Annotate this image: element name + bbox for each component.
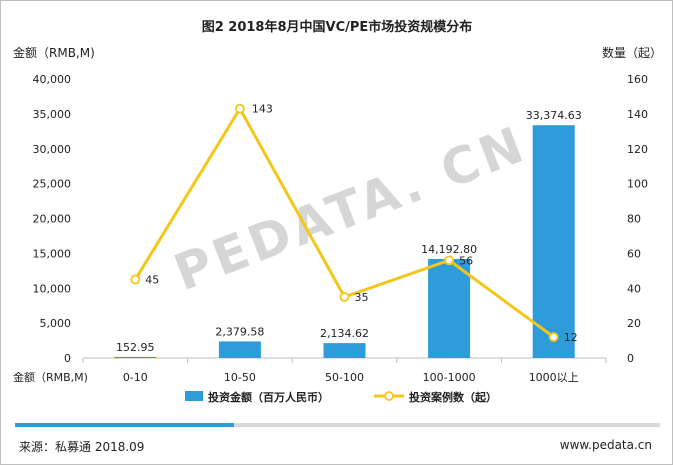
y-right-tick-label: 160 xyxy=(627,73,648,86)
y-right-axis-title: 数量（起） xyxy=(602,45,662,60)
y-right-tick-label: 20 xyxy=(627,317,641,330)
y-right-tick-label: 140 xyxy=(627,108,648,121)
bar-data-label: 2,379.58 xyxy=(215,325,264,338)
chart-title: 图2 2018年8月中国VC/PE市场投资规模分布 xyxy=(202,19,473,35)
legend-line-label: 投资案例数（起） xyxy=(409,390,497,404)
watermark: PEDATA. CN xyxy=(167,115,535,302)
line-data-label: 56 xyxy=(459,254,473,267)
line-data-label: 143 xyxy=(252,103,273,116)
bar-data-label: 2,134.62 xyxy=(320,327,369,340)
progress-fill xyxy=(15,423,235,427)
line-data-label: 35 xyxy=(355,291,369,304)
y-left-tick-label: 10,000 xyxy=(33,282,72,295)
y-left-axis-title: 金额（RMB,M) xyxy=(13,45,95,60)
y-left-tick-label: 30,000 xyxy=(33,143,72,156)
line-point xyxy=(339,292,350,302)
bar-data-label: 152.95 xyxy=(116,341,155,354)
legend-bar-swatch xyxy=(185,391,203,401)
y-right-tick-label: 60 xyxy=(627,247,641,260)
bar xyxy=(428,259,471,358)
y-left-tick-label: 15,000 xyxy=(33,247,72,260)
line-point xyxy=(130,274,141,285)
line-data-label: 12 xyxy=(564,331,578,344)
y-left-tick-label: 20,000 xyxy=(33,213,72,226)
bar xyxy=(532,125,575,359)
x-tick-label: 10-50 xyxy=(224,371,256,384)
line-data-label: 45 xyxy=(145,274,159,287)
y-right-tick-label: 40 xyxy=(627,282,641,295)
y-left-tick-label: 25,000 xyxy=(33,178,72,191)
bar xyxy=(218,341,261,358)
y-right-tick-label: 100 xyxy=(627,178,648,191)
x-tick-label: 100-1000 xyxy=(423,371,476,384)
x-axis-title: 金额（RMB,M) xyxy=(13,370,88,384)
line-point xyxy=(444,255,455,266)
bar-data-label: 33,374.63 xyxy=(526,109,582,122)
footer-url[interactable]: www.pedata.cn xyxy=(559,438,652,452)
y-right-tick-label: 80 xyxy=(627,213,641,226)
legend-bar-label: 投资金额（百万人民币） xyxy=(208,390,329,404)
x-tick-label: 1000以上 xyxy=(529,371,579,384)
y-right-tick-label: 120 xyxy=(627,143,648,156)
y-left-tick-label: 0 xyxy=(64,352,71,365)
y-left-tick-label: 5,000 xyxy=(40,317,72,330)
y-left-tick-label: 40,000 xyxy=(33,73,72,86)
bar-data-label: 14,192.80 xyxy=(421,243,477,256)
y-left-tick-label: 35,000 xyxy=(33,108,72,121)
progress-line xyxy=(15,423,660,427)
footer-source: 来源：私募通 2018.09 xyxy=(19,440,145,454)
line-point xyxy=(548,332,559,342)
legend-line-marker xyxy=(384,391,394,401)
y-right-tick-label: 0 xyxy=(627,352,634,365)
chart-canvas: PEDATA. CN 图2 2018年8月中国VC/PE市场投资规模分布金额（RM… xyxy=(13,19,662,404)
x-tick-label: 0-10 xyxy=(123,371,148,384)
bar xyxy=(323,343,366,358)
bar xyxy=(114,356,157,358)
line-point xyxy=(234,103,245,114)
x-tick-label: 50-100 xyxy=(325,371,364,384)
